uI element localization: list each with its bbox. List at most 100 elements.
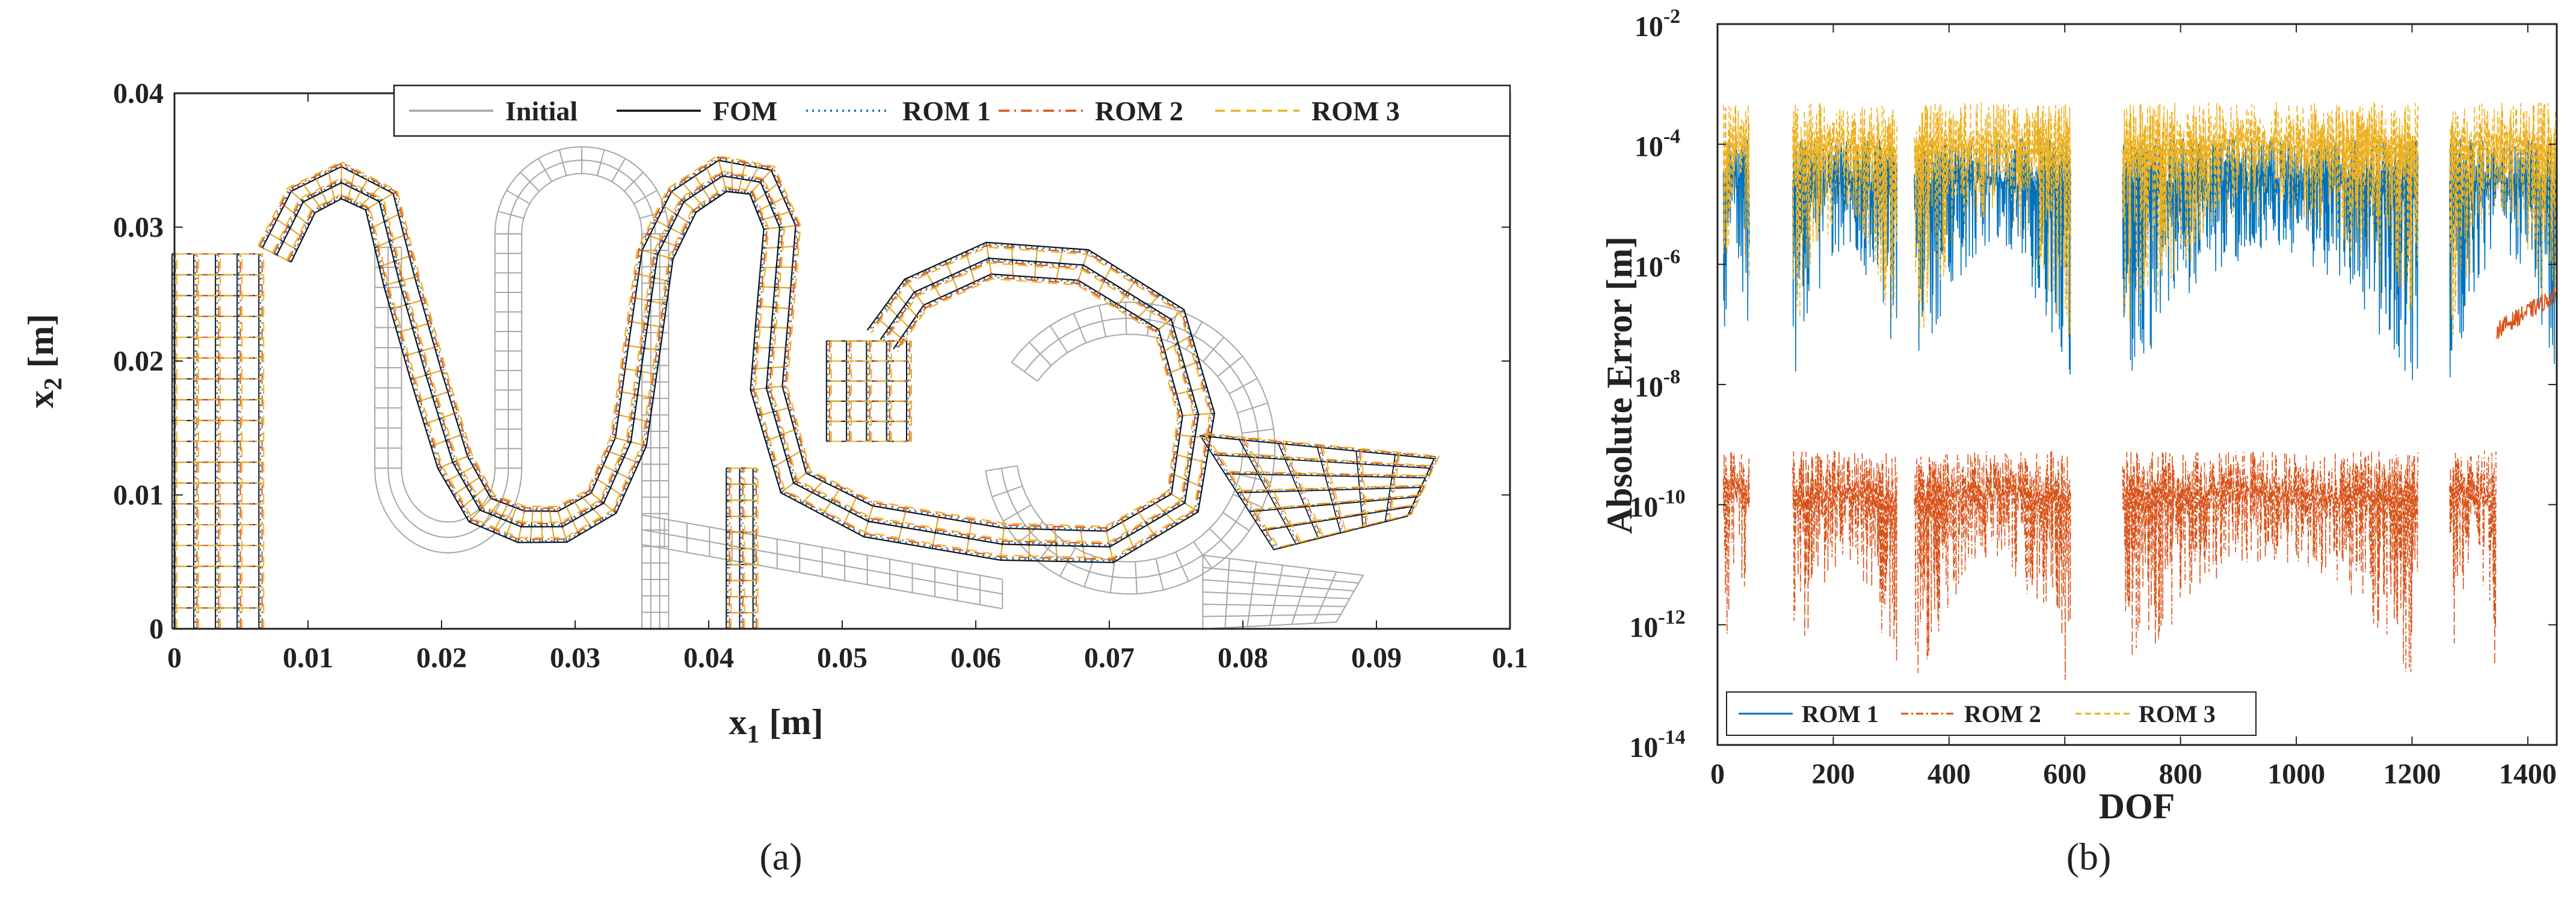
deformed-cross bbox=[760, 326, 792, 329]
deformed-cross bbox=[428, 411, 460, 423]
deformed-cross bbox=[518, 506, 526, 538]
deformed-cross bbox=[280, 202, 306, 223]
panel-a-legend-box bbox=[393, 84, 1511, 137]
deformed-cross bbox=[265, 230, 294, 248]
deformed-cross bbox=[760, 195, 788, 211]
deformed-cross bbox=[1154, 312, 1181, 333]
panel-b-chart: 0 200 400 600 800 1000 1200 1400 10-1410-1210-1… bbox=[1600, 5, 2558, 878]
deformed-cross bbox=[1169, 472, 1198, 486]
deformed-tip-line bbox=[1239, 486, 1423, 493]
deformed-cross bbox=[1095, 268, 1111, 297]
panel-a-y-tick-label: 0 bbox=[149, 613, 164, 645]
panel-b-series-segment bbox=[2449, 138, 2557, 378]
deformed-mesh-rom-2 bbox=[259, 156, 1438, 560]
deformed-edge bbox=[276, 175, 1200, 548]
initial-u-arc bbox=[508, 159, 656, 234]
deformed-cross bbox=[765, 267, 798, 268]
panel-b-y-tick-base: 10 bbox=[1629, 611, 1658, 643]
deformed-cross bbox=[824, 485, 843, 511]
deformed-cross bbox=[556, 506, 566, 538]
panel-a-legend-item: ROM 1 bbox=[806, 96, 991, 126]
panel-b-y-tick-base: 10 bbox=[1635, 11, 1663, 43]
deformed-cross bbox=[966, 256, 976, 287]
deformed-cross bbox=[369, 190, 398, 208]
deformed-cross bbox=[464, 484, 489, 506]
deformed-cross bbox=[630, 296, 662, 304]
panel-a-x-tick-label: 0.1 bbox=[1492, 642, 1528, 674]
panel-b-y-tick-base: 10 bbox=[1629, 732, 1658, 764]
panel-b-x-tick-label: 1400 bbox=[2499, 758, 2557, 790]
deformed-cross bbox=[435, 433, 466, 445]
deformed-cross bbox=[704, 164, 718, 193]
deformed-cross bbox=[314, 175, 327, 202]
panel-a-x-label-symbol: x bbox=[729, 702, 747, 742]
deformed-cross bbox=[408, 345, 440, 356]
deformed-cross bbox=[348, 168, 356, 198]
deformed-cross bbox=[1135, 297, 1157, 321]
initial-ring-spoke bbox=[1175, 551, 1189, 582]
initial-arm-edge bbox=[641, 529, 1003, 595]
panel-a-legend-label: ROM 2 bbox=[1095, 96, 1183, 126]
initial-end-line bbox=[1203, 613, 1341, 617]
panel-b-y-tick-exponent: -2 bbox=[1663, 5, 1680, 28]
deformed-cross bbox=[572, 498, 590, 525]
panel-b-legend-label: ROM 1 bbox=[1802, 700, 1879, 727]
initial-ring-spoke bbox=[985, 465, 1018, 472]
deformed-small-block bbox=[827, 340, 909, 442]
deformed-tip-line bbox=[1230, 471, 1431, 476]
deformed-cross bbox=[633, 272, 665, 282]
deformed-cross bbox=[932, 512, 940, 544]
deformed-cross bbox=[1175, 434, 1206, 438]
panel-b-series-segment bbox=[1914, 102, 2071, 338]
panel-b-series-segment bbox=[2449, 451, 2497, 665]
deformed-edge bbox=[257, 155, 1179, 527]
initial-bar-mesh bbox=[641, 233, 670, 629]
deformed-cross bbox=[617, 390, 649, 398]
panel-b-y-tick-label: 10-4 bbox=[1635, 126, 1680, 163]
initial-ring-spoke bbox=[1155, 558, 1164, 590]
deformed-cross bbox=[680, 180, 701, 204]
panel-a-x-axis-label: x1 [m] bbox=[729, 702, 824, 749]
initial-ring-spoke bbox=[1209, 528, 1233, 552]
panel-b-series-segment bbox=[2122, 451, 2418, 673]
deformed-cross bbox=[762, 406, 793, 415]
deformed-cross bbox=[753, 166, 775, 191]
panel-b-y-tick-label: 10-10 bbox=[1629, 486, 1685, 524]
panel-a-legend-item: Initial bbox=[409, 96, 578, 126]
panel-b-x-tick-label: 400 bbox=[1927, 758, 1971, 790]
panel-a-x-tick-label: 0.06 bbox=[951, 642, 1001, 674]
deformed-cross bbox=[599, 463, 627, 478]
initial-ring-spoke bbox=[1146, 303, 1153, 336]
deformed-cross bbox=[1054, 525, 1058, 557]
panel-a-x-tick-label: 0.08 bbox=[1218, 642, 1268, 674]
panel-b-legend-label: ROM 2 bbox=[1964, 700, 2041, 727]
deformed-cross bbox=[762, 306, 794, 310]
deformed-tip-line bbox=[1217, 451, 1435, 467]
deformed-cross bbox=[1034, 250, 1038, 282]
deformed-cross bbox=[659, 203, 687, 222]
deformed-cross bbox=[579, 493, 602, 517]
deformed-cross bbox=[327, 168, 334, 198]
deformed-cross bbox=[898, 295, 920, 320]
initial-arm-mesh bbox=[641, 301, 1364, 630]
deformed-mesh-rom-3 bbox=[257, 155, 1440, 559]
panel-b-x-tick-label: 600 bbox=[2043, 758, 2086, 790]
panel-b-legend-box bbox=[1726, 691, 2257, 736]
panel-b-y-tick-exponent: -4 bbox=[1663, 126, 1680, 148]
deformed-cross bbox=[614, 413, 646, 422]
deformed-edge bbox=[271, 170, 1195, 543]
panel-a-y-tick-label: 0.03 bbox=[113, 212, 164, 244]
panel-a-y-axis-label: x2 [m] bbox=[21, 314, 67, 409]
panel-b-x-tick-label: 1000 bbox=[2267, 758, 2325, 790]
initial-ring-spoke bbox=[1233, 493, 1263, 508]
deformed-cross bbox=[966, 517, 973, 550]
panel-a-x-ticks: 0 0.01 0.02 0.03 0.04 0.05 0.06 0.07 0.08 0.09 0.1 bbox=[167, 93, 1528, 674]
panel-b-series-segment bbox=[1792, 451, 1897, 662]
deformed-cross bbox=[756, 181, 781, 201]
deformed-cross bbox=[442, 454, 472, 468]
panel-a-legend-label: ROM 3 bbox=[1311, 96, 1400, 126]
panel-a-x-tick-label: 0 bbox=[167, 642, 182, 674]
panel-b-series-segment bbox=[1792, 103, 1897, 320]
